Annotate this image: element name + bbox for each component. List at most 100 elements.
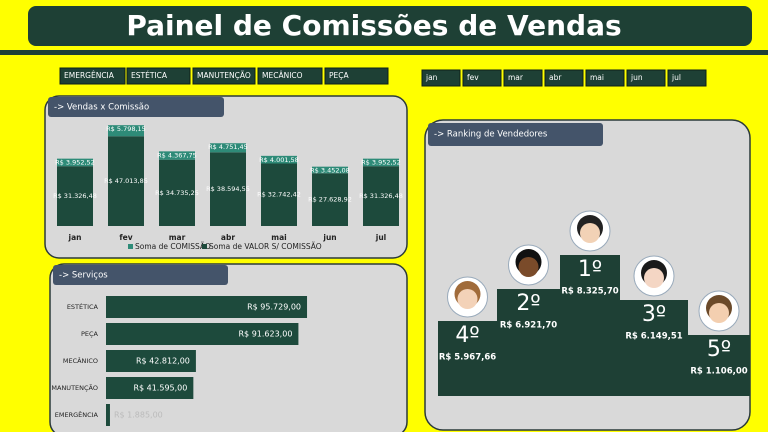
filter-button[interactable] xyxy=(667,69,707,87)
bar-segment xyxy=(312,166,348,174)
podium-value: R$ 6.149,51 xyxy=(625,332,682,342)
divider xyxy=(0,50,768,55)
filter-label: mar xyxy=(508,73,524,82)
filter-button[interactable] xyxy=(324,67,389,85)
value-label: R$ 95.729,00 xyxy=(247,303,301,312)
podium-position: 1º xyxy=(578,257,602,282)
bar-segment xyxy=(108,125,144,137)
podium-block xyxy=(688,335,750,396)
podium-position: 5º xyxy=(707,337,731,362)
filter-label: MECÂNICO xyxy=(262,71,303,80)
avatar-face xyxy=(644,268,664,288)
legend-label: Soma de COMISSÃO xyxy=(135,242,211,251)
value-label: R$ 4.001,58 xyxy=(259,156,299,164)
filter-label: PEÇA xyxy=(329,71,349,80)
bar xyxy=(106,323,299,345)
podium-value: R$ 8.325,70 xyxy=(561,287,618,297)
panel-title: -> Vendas x Comissão xyxy=(54,103,149,113)
bar xyxy=(106,377,194,399)
value-label: R$ 91.623,00 xyxy=(239,330,293,339)
avatar-face xyxy=(580,223,600,243)
filter-button[interactable] xyxy=(462,69,502,87)
value-label: R$ 5.798,15 xyxy=(106,125,146,133)
podium-position: 2º xyxy=(516,291,540,316)
bar-segment xyxy=(57,166,93,226)
legend-swatch xyxy=(128,244,133,249)
bar-segment xyxy=(159,159,195,226)
filter-button[interactable] xyxy=(126,67,191,85)
filter-label: jan xyxy=(425,73,438,82)
filter-label: MANUTENÇÃO xyxy=(197,71,251,80)
panel-title: -> Serviços xyxy=(59,271,108,281)
filter-button[interactable] xyxy=(626,69,666,87)
bar-segment xyxy=(210,143,246,153)
bar xyxy=(106,296,308,318)
filter-button[interactable] xyxy=(544,69,584,87)
bar-segment xyxy=(261,163,297,226)
value-label: R$ 42.812,00 xyxy=(136,357,190,366)
page-title: Painel de Comissões de Vendas xyxy=(126,9,621,42)
filter-label: jul xyxy=(671,73,681,82)
title-bar xyxy=(28,6,752,46)
bar xyxy=(106,404,110,426)
podium-value: R$ 6.921,70 xyxy=(500,321,557,331)
value-label: R$ 38.594,55 xyxy=(206,185,250,193)
filter-label: fev xyxy=(467,73,479,82)
x-tick-label: jan xyxy=(68,233,82,242)
panel-title: -> Ranking de Vendedores xyxy=(434,130,548,140)
panel-tab xyxy=(53,265,228,285)
services-panel xyxy=(49,263,408,432)
value-label: R$ 3.952,52 xyxy=(361,159,401,167)
y-tick-label: PEÇA xyxy=(81,330,99,338)
bar-segment xyxy=(363,158,399,167)
podium-position: 4º xyxy=(455,323,479,348)
filter-label: EMERGÊNCIA xyxy=(64,71,115,80)
value-label: R$ 47.013,85 xyxy=(104,177,148,185)
panel-tab xyxy=(48,97,224,117)
podium-block xyxy=(438,321,497,396)
podium-value: R$ 1.106,00 xyxy=(690,367,747,377)
filter-label: mai xyxy=(590,73,604,82)
bar-segment xyxy=(108,136,144,226)
filter-button[interactable] xyxy=(503,69,543,87)
filter-label: jun xyxy=(630,73,643,82)
podium-block xyxy=(620,300,688,396)
podium-position: 3º xyxy=(642,302,666,327)
avatar-face xyxy=(709,303,729,323)
y-tick-label: ESTÉTICA xyxy=(67,302,99,311)
podium-value: R$ 5.967,66 xyxy=(439,353,496,363)
podium-block xyxy=(497,289,560,396)
value-label: R$ 41.595,00 xyxy=(133,384,187,393)
filter-button[interactable] xyxy=(421,69,461,87)
x-tick-label: jul xyxy=(375,233,386,242)
x-tick-label: abr xyxy=(221,233,235,242)
panel-tab xyxy=(428,123,603,146)
filter-label: abr xyxy=(549,73,562,82)
value-label: R$ 3.452,08 xyxy=(310,167,350,175)
x-tick-label: mar xyxy=(169,233,186,242)
legend-label: Soma de VALOR S/ COMISSÃO xyxy=(209,242,322,251)
x-tick-label: jun xyxy=(322,233,336,242)
value-label: R$ 27.628,92 xyxy=(308,196,352,204)
bar-segment xyxy=(312,173,348,226)
y-tick-label: MECÂNICO xyxy=(63,356,98,365)
filter-label: ESTÉTICA xyxy=(131,71,168,80)
bar-segment xyxy=(159,151,195,160)
filter-button[interactable] xyxy=(59,67,126,85)
bar-segment xyxy=(261,155,297,164)
filter-button[interactable] xyxy=(257,67,323,85)
value-label: R$ 4.751,45 xyxy=(208,143,248,151)
value-label: R$ 4.367,75 xyxy=(157,151,197,159)
y-tick-label: EMERGÊNCIA xyxy=(55,410,99,419)
value-label: R$ 3.952,52 xyxy=(55,159,95,167)
filter-button[interactable] xyxy=(585,69,625,87)
value-label: R$ 34.735,25 xyxy=(155,189,199,197)
filter-button[interactable] xyxy=(192,67,256,85)
bar-segment xyxy=(57,158,93,167)
avatar-face xyxy=(518,257,539,277)
bar-segment xyxy=(210,152,246,226)
x-tick-label: fev xyxy=(119,233,132,242)
value-label: R$ 32.742,42 xyxy=(257,191,301,199)
y-tick-label: MANUTENÇÃO xyxy=(51,383,98,392)
